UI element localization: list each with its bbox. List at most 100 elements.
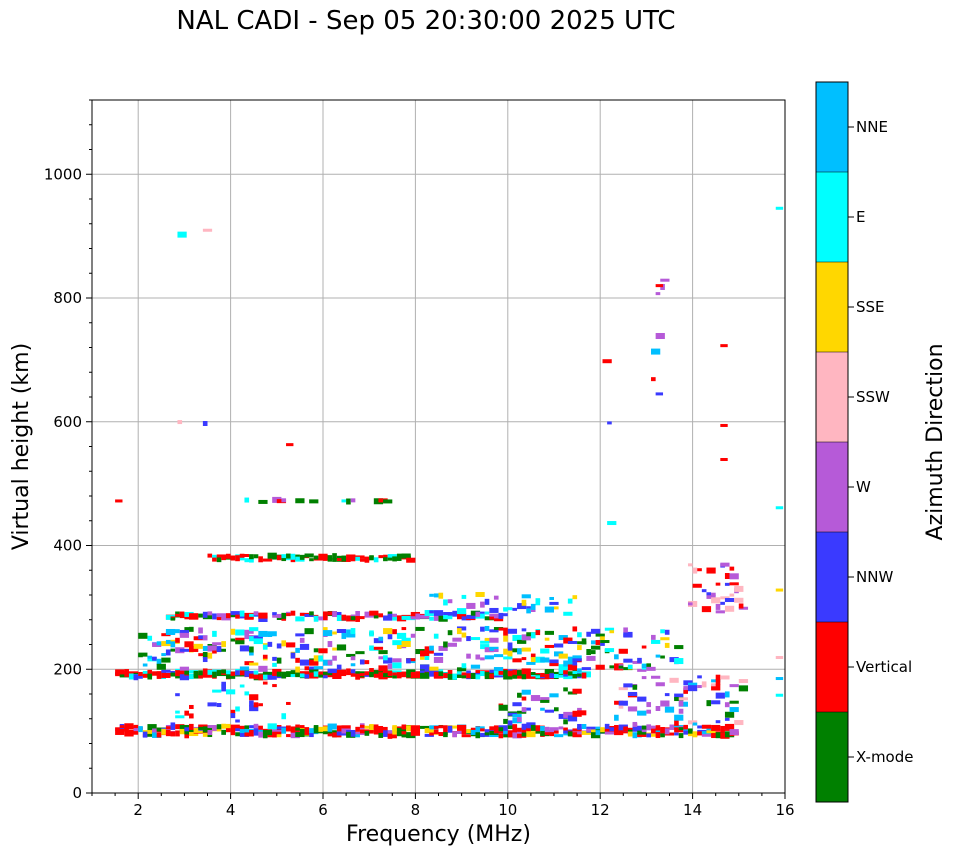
data-point xyxy=(540,648,550,654)
data-point xyxy=(655,725,661,731)
data-point xyxy=(355,731,365,735)
data-point xyxy=(595,639,601,645)
data-point xyxy=(253,670,259,675)
data-point xyxy=(350,614,356,618)
data-point xyxy=(512,674,518,679)
data-point xyxy=(701,724,712,729)
data-point xyxy=(295,727,305,731)
data-point xyxy=(401,637,411,642)
data-point xyxy=(530,608,536,612)
data-point xyxy=(729,573,739,580)
data-point xyxy=(424,646,430,652)
data-point xyxy=(313,555,319,560)
data-point xyxy=(147,674,153,680)
data-point xyxy=(290,553,296,560)
data-point xyxy=(697,675,702,679)
data-point xyxy=(383,655,388,661)
data-point xyxy=(207,611,213,616)
colorbar-tick-label: SSE xyxy=(856,298,885,316)
data-point xyxy=(392,556,397,561)
data-point xyxy=(567,671,573,676)
data-point xyxy=(461,663,467,669)
data-point xyxy=(258,556,263,563)
data-point xyxy=(447,729,453,733)
data-point xyxy=(493,667,504,672)
data-point xyxy=(267,641,273,647)
data-point xyxy=(170,731,176,737)
data-point xyxy=(170,724,176,730)
data-point xyxy=(147,669,153,676)
data-point xyxy=(517,692,522,698)
data-point xyxy=(443,599,448,606)
data-point xyxy=(503,632,508,636)
data-point xyxy=(452,725,457,729)
data-point xyxy=(239,610,245,617)
data-point xyxy=(415,626,425,631)
data-point xyxy=(443,613,453,620)
data-point xyxy=(299,637,305,643)
data-point xyxy=(572,670,582,674)
axes: 2 4 6 8 10 12 14 16 0 200 400 600 800 1000 xyxy=(44,99,795,819)
data-point xyxy=(258,725,263,730)
data-point xyxy=(558,674,564,678)
data-point xyxy=(697,731,707,736)
data-point xyxy=(124,723,134,730)
data-point xyxy=(128,729,139,735)
data-point xyxy=(323,630,333,637)
data-point xyxy=(383,657,393,664)
data-point xyxy=(225,553,231,559)
data-point xyxy=(184,611,194,617)
data-point xyxy=(498,704,508,711)
data-point xyxy=(530,632,536,639)
data-point xyxy=(202,611,208,618)
data-point xyxy=(503,674,513,680)
data-point xyxy=(147,724,157,731)
data-point xyxy=(138,632,148,639)
data-point xyxy=(420,672,430,679)
data-point xyxy=(156,658,162,665)
data-point xyxy=(216,617,222,621)
data-point xyxy=(170,617,176,621)
data-point xyxy=(632,732,638,739)
chart-title: NAL CADI - Sep 05 20:30:00 2025 UTC xyxy=(176,6,676,36)
data-point xyxy=(295,657,300,663)
data-point xyxy=(581,730,591,735)
data-point xyxy=(207,702,217,707)
data-point xyxy=(387,732,397,739)
data-point xyxy=(590,645,601,650)
data-point xyxy=(341,670,347,674)
data-point xyxy=(701,733,712,737)
data-point xyxy=(456,613,467,620)
data-point xyxy=(359,724,365,728)
data-point xyxy=(627,665,633,670)
data-point xyxy=(655,392,664,396)
data-point xyxy=(420,725,430,729)
data-point xyxy=(276,643,282,649)
data-point xyxy=(572,732,582,738)
data-point xyxy=(378,555,384,559)
data-point xyxy=(262,730,268,735)
data-point xyxy=(304,731,310,735)
data-point xyxy=(544,637,550,641)
data-point xyxy=(526,608,531,614)
data-point xyxy=(775,693,784,697)
data-point xyxy=(498,613,508,617)
data-point xyxy=(475,654,481,660)
data-point xyxy=(433,725,439,729)
data-point xyxy=(244,614,254,620)
data-point xyxy=(262,644,268,650)
data-point xyxy=(637,657,642,663)
data-point xyxy=(202,645,208,651)
data-point xyxy=(286,734,291,738)
data-point xyxy=(489,669,494,673)
colorbar-segment xyxy=(816,262,848,352)
data-point xyxy=(156,732,162,738)
data-point xyxy=(346,668,351,675)
data-point xyxy=(235,640,245,645)
data-point xyxy=(687,730,693,734)
data-point xyxy=(604,730,615,735)
data-point xyxy=(332,557,337,562)
y-tick-label: 1000 xyxy=(44,165,82,183)
data-point xyxy=(281,612,287,619)
